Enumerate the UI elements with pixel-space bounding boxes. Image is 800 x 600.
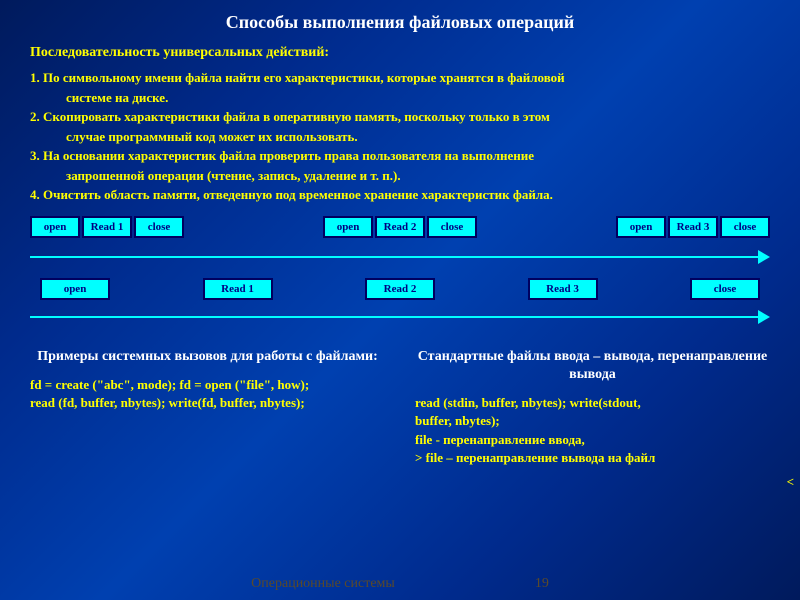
step-line: 1. По символьному имени файла найти его … [30,69,770,87]
op-open-button[interactable]: open [323,216,373,238]
code-line: read (fd, buffer, nbytes); write(fd, buf… [30,394,385,412]
op-read-button[interactable]: Read 1 [203,278,273,300]
op-read-button[interactable]: Read 2 [375,216,425,238]
right-column-body: read (stdin, buffer, nbytes); write(stdo… [415,394,770,467]
op-group-2: open Read 2 close [323,216,477,238]
op-open-button[interactable]: open [616,216,666,238]
page-number: 19 [535,576,549,592]
arrow-shaft [30,256,760,258]
op-open-button[interactable]: open [40,278,110,300]
step-line: 3. На основании характеристик файла пров… [30,147,770,165]
page-title: Способы выполнения файловых операций [0,0,800,41]
left-column-heading: Примеры системных вызовов для работы с ф… [30,348,385,366]
right-column-heading: Стандартные файлы ввода – вывода, перена… [415,348,770,384]
op-close-button[interactable]: close [134,216,184,238]
step-line: 2. Скопировать характеристики файла в оп… [30,108,770,126]
timeline-arrow-1 [30,248,770,266]
right-column: Стандартные файлы ввода – вывода, перена… [415,348,770,467]
code-line: buffer, nbytes); [415,412,770,430]
code-line: read (stdin, buffer, nbytes); write(stdo… [415,394,770,412]
sequence-row-1: open Read 1 close open Read 2 close open… [0,206,800,244]
steps-list: 1. По символьному имени файла найти его … [0,69,800,204]
arrow-head-icon [758,310,770,324]
arrow-head-icon [758,250,770,264]
footer-title: Операционные системы [251,576,395,592]
step-line: запрошенной операции (чтение, запись, уд… [30,167,770,185]
op-read-button[interactable]: Read 1 [82,216,132,238]
code-line: file - перенаправление ввода, [415,431,770,449]
step-line: 4. Очистить область памяти, отведенную п… [30,186,770,204]
footer: Операционные системы 19 [0,576,800,592]
op-group-1: open Read 1 close [30,216,184,238]
left-column-body: fd = create ("abc", mode); fd = open ("f… [30,376,385,412]
op-close-button[interactable]: close [690,278,760,300]
code-line: fd = create ("abc", mode); fd = open ("f… [30,376,385,394]
subtitle: Последовательность универсальных действи… [0,41,800,69]
left-column: Примеры системных вызовов для работы с ф… [30,348,385,467]
code-line: > file – перенаправление вывода на файл [415,449,770,467]
op-read-button[interactable]: Read 3 [528,278,598,300]
op-close-button[interactable]: close [720,216,770,238]
op-open-button[interactable]: open [30,216,80,238]
op-close-button[interactable]: close [427,216,477,238]
op-read-button[interactable]: Read 2 [365,278,435,300]
op-read-button[interactable]: Read 3 [668,216,718,238]
timeline-arrow-2 [30,308,770,326]
arrow-shaft [30,316,760,318]
step-line: случае программный код может их использо… [30,128,770,146]
step-line: системе на диске. [30,89,770,107]
sequence-row-2: open Read 1 Read 2 Read 3 close [0,274,800,304]
examples-columns: Примеры системных вызовов для работы с ф… [0,334,800,471]
op-group-3: open Read 3 close [616,216,770,238]
stray-char: < [787,474,794,490]
